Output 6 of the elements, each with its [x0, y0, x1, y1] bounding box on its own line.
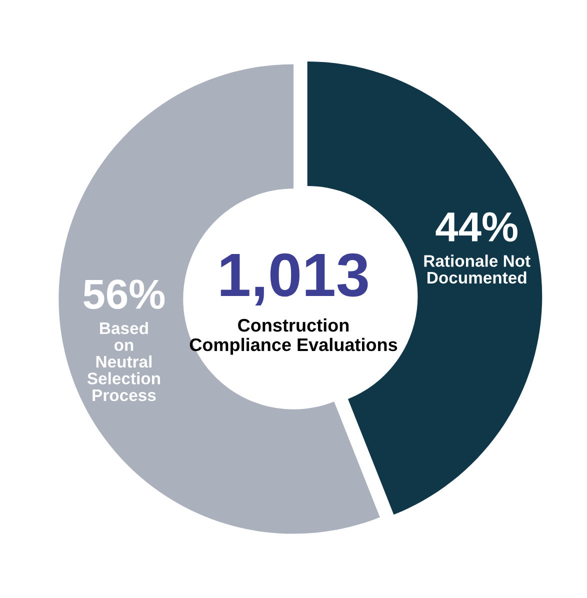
data-label: 44% [436, 212, 518, 242]
slice-label: Rationale Not Documented [424, 254, 530, 284]
text: 1,013 [220, 253, 368, 306]
slice-label: Based on Neutral Selection Process [87, 322, 160, 402]
data-label: 56% [84, 280, 165, 310]
text: Construction Compliance Evaluations [190, 318, 398, 355]
